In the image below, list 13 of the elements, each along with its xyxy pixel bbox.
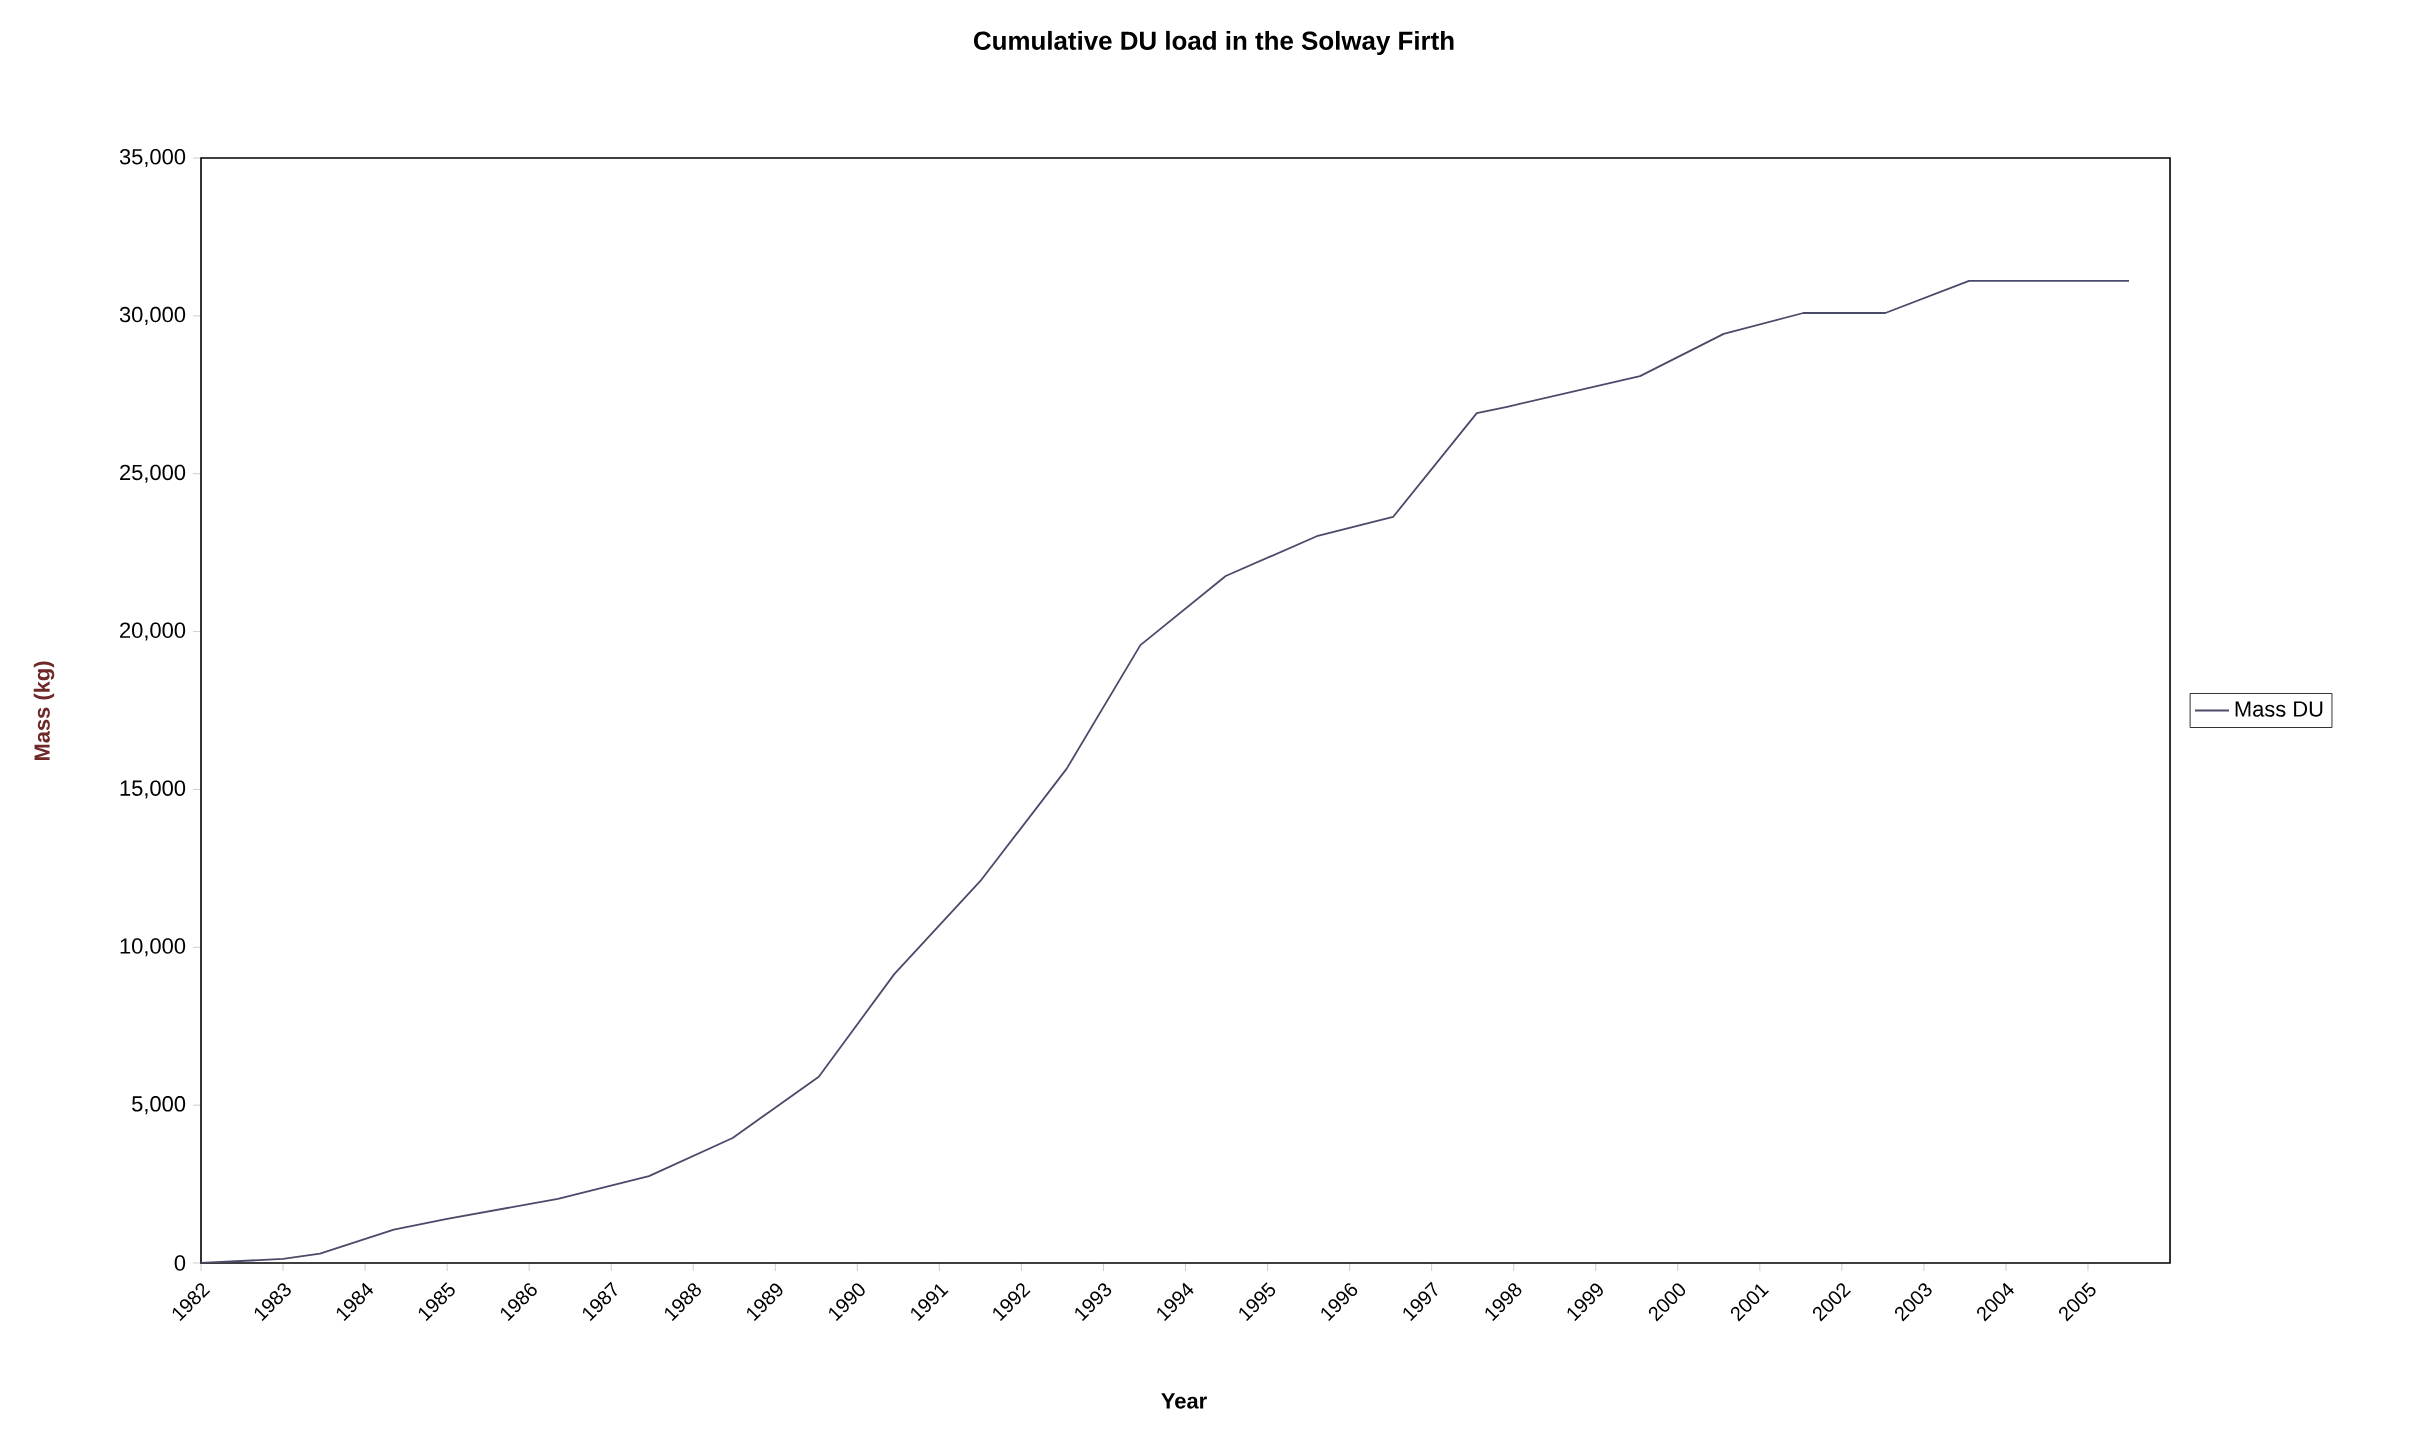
y-tick-label: 30,000 bbox=[119, 306, 186, 325]
chart-title: Cumulative DU load in the Solway Firth bbox=[974, 30, 1454, 56]
y-tick-label: 25,000 bbox=[120, 464, 186, 483]
line-series bbox=[201, 279, 2130, 1263]
x-axis-title: Year bbox=[1161, 1393, 1207, 1409]
y-tick-label: 0 bbox=[174, 1255, 186, 1271]
y-tick-label: 5,000 bbox=[132, 1096, 186, 1115]
legend-label: Mass DU bbox=[2235, 701, 2323, 717]
y-tick-label: 15,000 bbox=[120, 780, 186, 799]
y-axis-title: Mass (kg) bbox=[33, 661, 55, 761]
y-tick-label: 20,000 bbox=[120, 622, 186, 641]
y-tick-label: 35,000 bbox=[119, 148, 186, 168]
y-tick-label: 10,000 bbox=[120, 938, 186, 957]
